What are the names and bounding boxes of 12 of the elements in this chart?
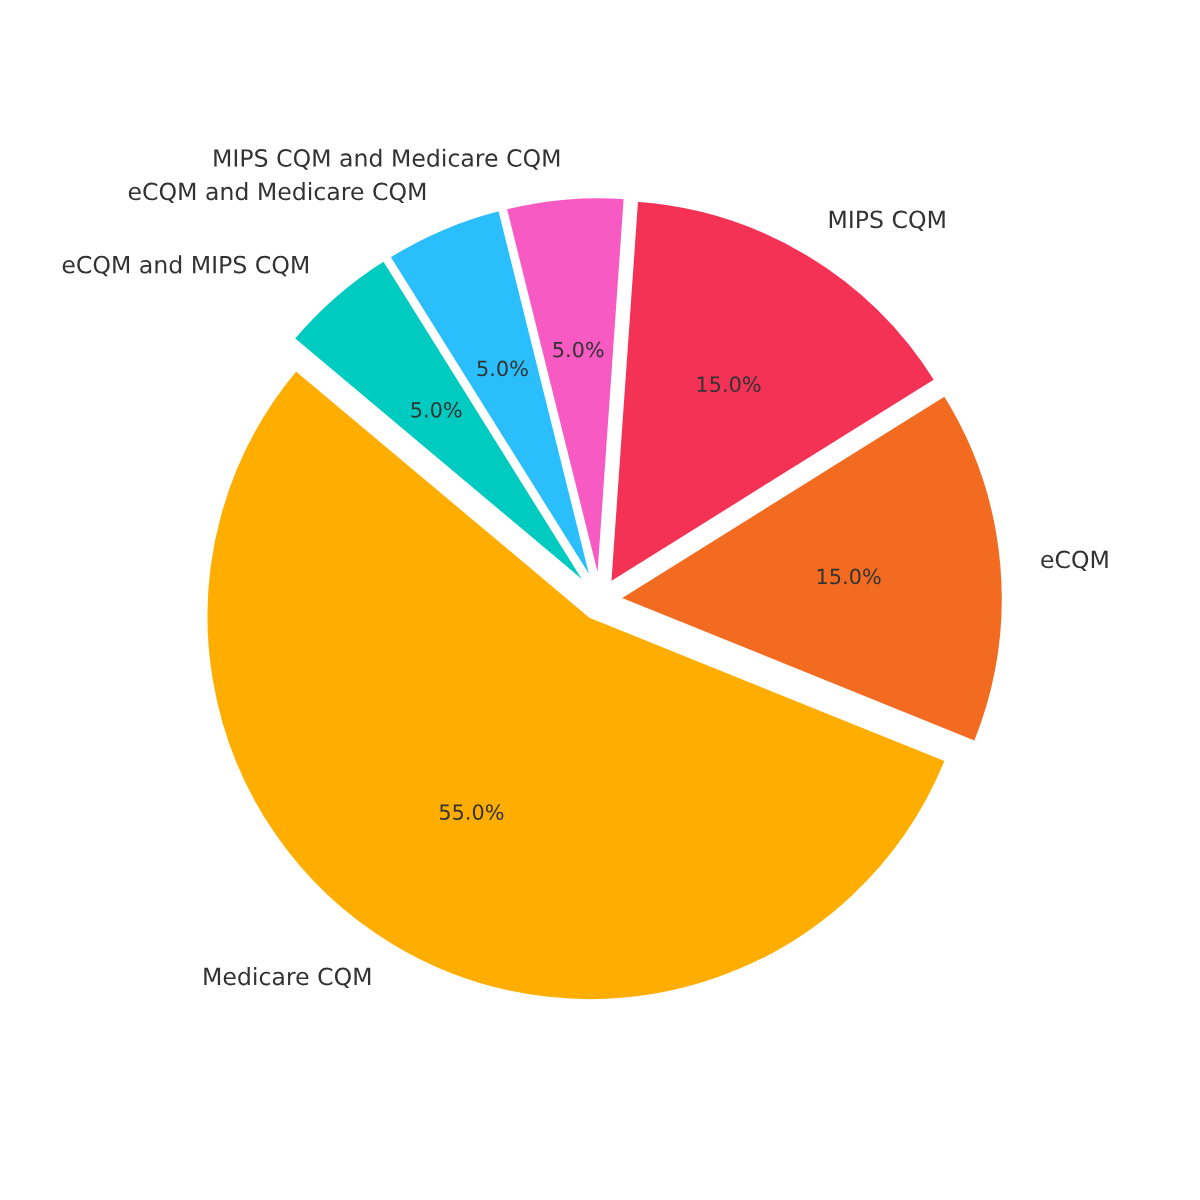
slice-label: eCQM and MIPS CQM <box>62 255 308 277</box>
data-label: 5.0% <box>411 401 462 418</box>
slice-label: eCQM <box>1041 550 1108 572</box>
data-label: 55.0% <box>439 804 504 820</box>
data-label: 5.0% <box>477 360 528 377</box>
slice-label: eCQM and Medicare CQM <box>128 182 426 204</box>
slice-label: MIPS CQM and Medicare CQM <box>214 148 560 170</box>
data-label: 15.0% <box>817 568 881 585</box>
slice-label: MIPS CQM <box>829 210 945 232</box>
data-label: 15.0% <box>697 376 761 393</box>
slice-label: Medicare CQM <box>204 967 371 989</box>
data-label: 5.0% <box>553 341 604 358</box>
